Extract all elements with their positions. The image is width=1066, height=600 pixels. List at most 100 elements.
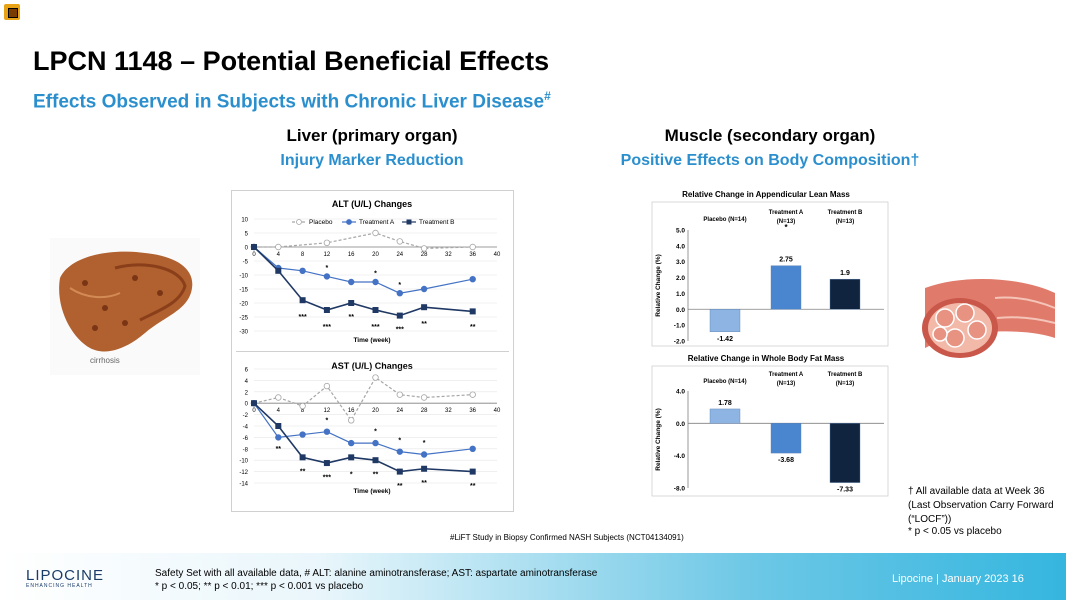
data-point: [420, 245, 428, 252]
x-tick-label: 16: [348, 252, 355, 258]
data-point: [421, 465, 428, 472]
x-tick-label: 24: [396, 408, 403, 414]
data-label: -7.33: [837, 487, 853, 494]
study-note: #LiFT Study in Biopsy Confirmed NASH Sub…: [450, 533, 684, 542]
data-point: [299, 267, 306, 274]
data-point: [299, 402, 306, 410]
category-label: Treatment A: [769, 210, 804, 216]
significance-label: ***: [323, 324, 331, 331]
y-tick-label: 0: [245, 402, 249, 408]
y-tick-label: 5: [245, 232, 249, 238]
data-point: [348, 454, 355, 461]
x-tick-label: 20: [372, 252, 379, 258]
data-point: [469, 391, 476, 398]
data-point: [372, 307, 379, 313]
data-point: [469, 275, 476, 283]
data-point: [396, 238, 403, 245]
slide-title: LPCN 1148 – Potential Beneficial Effects: [33, 46, 550, 76]
legend-label: Treatment B: [419, 219, 455, 226]
y-tick-label: 2.0: [676, 275, 685, 282]
bar: [770, 423, 802, 454]
x-axis-label: Time (week): [353, 337, 390, 344]
muscle-subheading: Positive Effects on Body Composition†: [620, 152, 920, 169]
data-point: [469, 308, 476, 315]
right-footnote-1: † All available data at Week 36 (Last Ob…: [908, 486, 1054, 525]
category-n-label: (N=13): [836, 219, 855, 225]
chart-title: ALT (U/L) Changes: [332, 199, 412, 209]
brand-tagline: ENHANCING HEALTH: [26, 583, 93, 589]
x-tick-label: 0: [252, 252, 256, 258]
significance-label: **: [300, 469, 306, 476]
data-point: [469, 243, 476, 251]
data-point: [347, 278, 355, 286]
data-point: [396, 312, 403, 319]
significance-label: ***: [323, 474, 331, 481]
x-tick-label: 8: [301, 252, 305, 258]
muscle-icon: [922, 278, 1056, 358]
y-tick-label: -8: [243, 447, 249, 453]
significance-label: *: [326, 417, 329, 424]
liver-icon: cirrhosis: [50, 238, 200, 375]
category-label: Treatment B: [828, 210, 863, 216]
data-point: [421, 304, 428, 311]
footer-line-2: * p < 0.05; ** p < 0.01; *** p < 0.001 v…: [155, 581, 364, 592]
legend-label: Treatment A: [359, 219, 395, 226]
legend-label: Placebo: [309, 219, 333, 226]
data-point: [251, 244, 257, 250]
significance-label: *: [374, 429, 377, 436]
series-line: [254, 232, 473, 250]
y-tick-label: -25: [239, 316, 248, 322]
footer-line-1: Safety Set with all available data, # AL…: [155, 568, 598, 579]
significance-label: *: [374, 271, 377, 278]
data-point: [469, 445, 476, 452]
y-axis-label: Relative Change (%): [655, 408, 662, 471]
data-point: [323, 239, 331, 246]
data-point: [275, 434, 282, 441]
data-point: [347, 417, 355, 424]
y-tick-label: -6: [243, 436, 249, 442]
y-tick-label: 5.0: [676, 228, 685, 235]
y-tick-label: 4: [245, 379, 249, 385]
x-tick-label: 40: [494, 408, 501, 414]
y-tick-label: -4: [243, 425, 249, 431]
x-tick-label: 4: [277, 408, 281, 414]
data-point: [323, 428, 331, 435]
data-point: [299, 431, 306, 438]
data-point: [323, 273, 331, 280]
data-point: [420, 394, 428, 401]
y-tick-label: 0.0: [676, 307, 685, 314]
chart-frame: [651, 201, 889, 347]
x-tick-label: 28: [421, 252, 428, 258]
significance-label: **: [348, 314, 354, 321]
x-tick-label: 28: [421, 408, 428, 414]
data-point: [372, 457, 379, 464]
x-tick-label: 4: [277, 252, 281, 258]
x-tick-label: 8: [301, 408, 305, 414]
data-point: [323, 382, 331, 390]
data-point: [469, 468, 476, 475]
slide-subtitle: Effects Observed in Subjects with Chroni…: [33, 89, 551, 113]
data-point: [372, 374, 379, 381]
fat-mass-chart: Relative Change in Whole Body Fat Mass 4.…: [651, 354, 889, 497]
subtitle-mark: #: [544, 89, 551, 103]
data-label: 1.78: [718, 400, 732, 407]
bar: [829, 278, 861, 310]
y-axis-label: Relative Change (%): [655, 254, 662, 317]
y-tick-label: 2: [245, 390, 249, 396]
footer-band: [0, 553, 1066, 600]
liver-heading: Liver (primary organ): [286, 126, 458, 145]
significance-label: **: [373, 471, 379, 478]
muscle-image: [915, 268, 1065, 383]
y-tick-label: -10: [239, 459, 248, 465]
data-point: [275, 394, 282, 401]
category-label: Placebo (N=14): [703, 217, 746, 223]
footer-date-page: Lipocine | January 2023 16: [892, 573, 1024, 585]
y-tick-label: 6: [245, 368, 249, 374]
data-point: [275, 423, 282, 429]
category-label: Placebo (N=14): [703, 379, 746, 385]
data-point: [372, 278, 379, 286]
significance-label: **: [276, 446, 282, 453]
category-n-label: (N=13): [777, 219, 796, 225]
significance-label: *: [398, 282, 401, 289]
